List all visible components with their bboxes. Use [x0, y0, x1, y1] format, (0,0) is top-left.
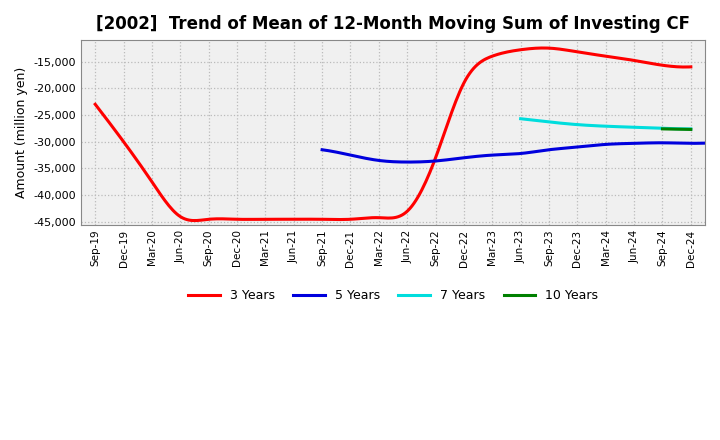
Legend: 3 Years, 5 Years, 7 Years, 10 Years: 3 Years, 5 Years, 7 Years, 10 Years [184, 284, 603, 307]
Y-axis label: Amount (million yen): Amount (million yen) [15, 67, 28, 198]
Title: [2002]  Trend of Mean of 12-Month Moving Sum of Investing CF: [2002] Trend of Mean of 12-Month Moving … [96, 15, 690, 33]
